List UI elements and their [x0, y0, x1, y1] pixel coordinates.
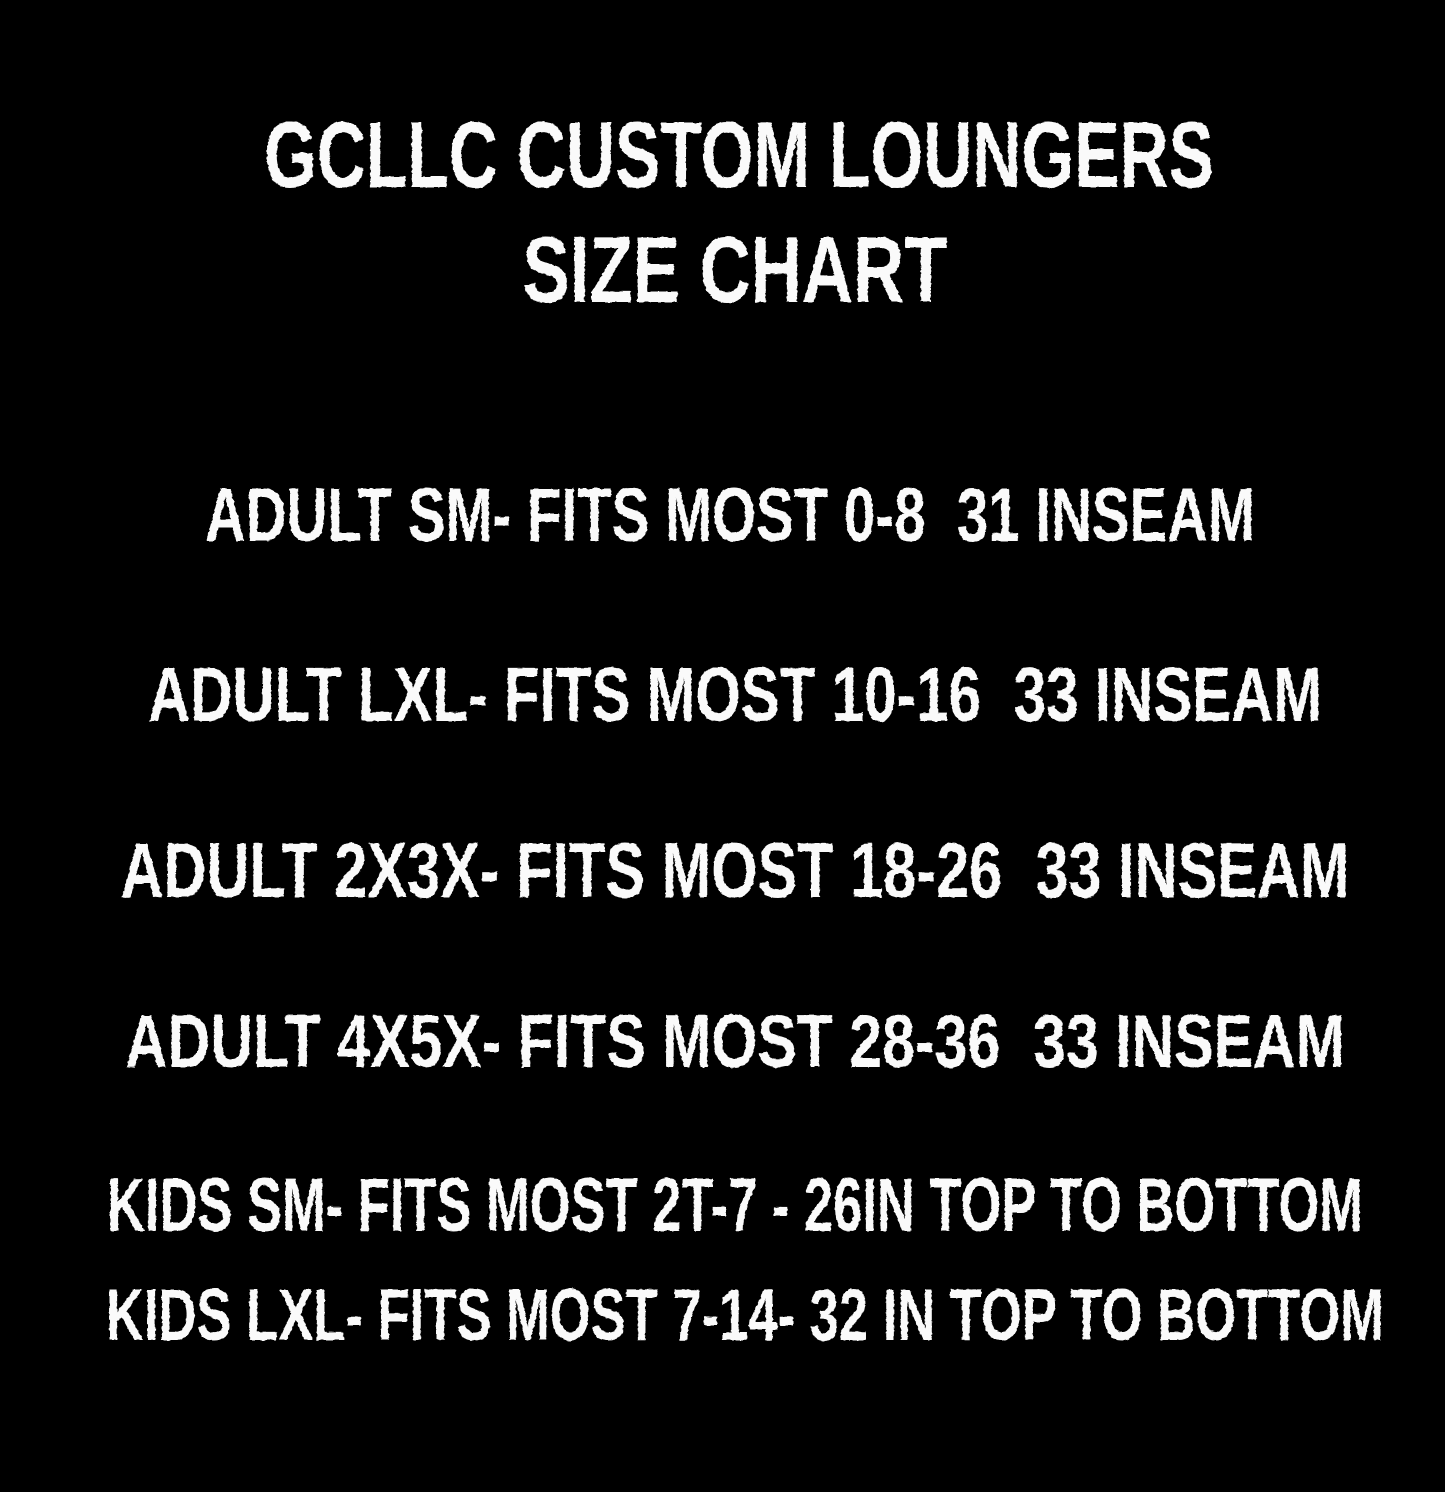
svg-text:GCLLC CUSTOM LOUNGERS: GCLLC CUSTOM LOUNGERS — [264, 102, 1214, 207]
svg-text:ADULT 4X5X- FITS MOST 28-36 3: ADULT 4X5X- FITS MOST 28-36 33 INSEAM — [125, 999, 1345, 1083]
svg-text:ADULT 2X3X- FITS MOST 18-26 3: ADULT 2X3X- FITS MOST 18-26 33 INSEAM — [121, 826, 1350, 914]
svg-text:ADULT SM- FITS MOST 0-8 31 IN: ADULT SM- FITS MOST 0-8 31 INSEAM — [205, 473, 1255, 558]
svg-text:SIZE CHART: SIZE CHART — [523, 217, 948, 322]
svg-text:KIDS LXL- FITS MOST 7-14- 32 I: KIDS LXL- FITS MOST 7-14- 32 IN TOP TO B… — [106, 1275, 1384, 1356]
svg-text:KIDS SM- FITS MOST 2T-7 - 26IN: KIDS SM- FITS MOST 2T-7 - 26IN TOP TO BO… — [107, 1163, 1363, 1248]
svg-text:ADULT LXL- FITS MOST 10-16 33: ADULT LXL- FITS MOST 10-16 33 INSEAM — [148, 652, 1322, 738]
